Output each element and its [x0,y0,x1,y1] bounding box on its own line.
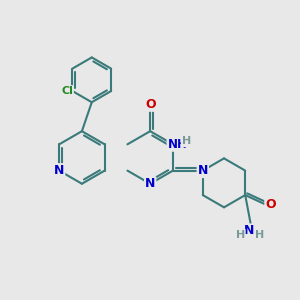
Text: O: O [265,197,276,211]
Text: H: H [255,230,264,240]
Text: N: N [244,224,254,237]
Text: Cl: Cl [61,86,73,96]
Text: N: N [145,177,155,190]
Text: H: H [182,136,191,146]
Text: O: O [145,98,155,111]
Text: N: N [198,164,208,177]
Text: NH: NH [167,138,188,151]
Text: N: N [54,164,64,177]
Text: H: H [236,230,245,240]
